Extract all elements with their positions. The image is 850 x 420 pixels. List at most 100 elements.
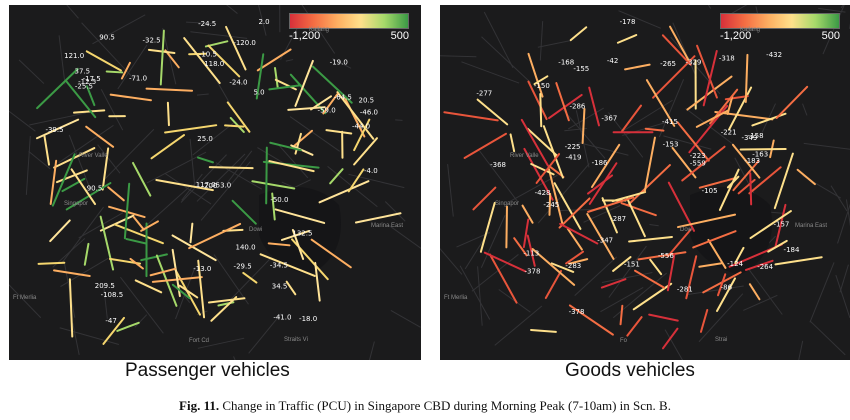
traffic-change-label: -113 <box>523 249 539 257</box>
road-segment <box>542 125 564 179</box>
traffic-change-label: -18.0 <box>299 315 317 323</box>
background-street <box>100 89 124 131</box>
traffic-change-label: 118.0 <box>204 60 224 68</box>
traffic-change-label: -378 <box>569 308 585 316</box>
passenger-color-legend: -1,200 500 <box>289 13 409 42</box>
road-segment <box>600 278 627 289</box>
traffic-change-label: -368 <box>490 161 506 169</box>
background-street <box>461 61 520 84</box>
background-street <box>97 144 121 174</box>
road-segment <box>612 256 632 272</box>
traffic-change-label: 34.5 <box>272 282 288 290</box>
road-segment <box>526 234 536 267</box>
road-segment <box>550 262 575 273</box>
road-segment <box>565 250 585 265</box>
road-segment <box>116 321 140 332</box>
map-label-marina-east: Marina East <box>371 223 404 229</box>
road-segment <box>527 52 544 98</box>
background-street <box>803 142 850 150</box>
background-street <box>196 93 209 96</box>
road-segment <box>715 277 737 312</box>
road-segment <box>699 308 709 333</box>
traffic-change-label: -428 <box>535 189 551 197</box>
background-street <box>658 79 685 138</box>
map-label-kallang: Kallang <box>309 27 330 33</box>
background-street <box>197 337 245 349</box>
road-segment <box>739 148 787 151</box>
road-segment <box>555 82 570 122</box>
road-segment <box>568 258 589 265</box>
map-label-fort: Fo <box>620 338 628 344</box>
background-street <box>28 150 51 170</box>
road-segment <box>513 237 528 257</box>
background-street <box>119 276 164 334</box>
road-segment <box>256 48 292 72</box>
traffic-change-label: -24.0 <box>229 78 247 86</box>
road-segment <box>522 218 530 249</box>
road-segment <box>102 316 126 345</box>
traffic-change-label: -178 <box>620 18 636 26</box>
road-segment <box>661 327 679 350</box>
background-street <box>798 340 804 360</box>
road-segment <box>140 253 168 262</box>
road-segment <box>601 197 618 234</box>
road-segment <box>242 271 258 284</box>
road-segment <box>634 269 666 289</box>
background-street <box>289 116 340 152</box>
road-segment <box>271 192 276 221</box>
traffic-change-label: -286 <box>569 102 585 110</box>
road-segment <box>73 109 106 114</box>
road-segment <box>566 227 583 251</box>
road-segment <box>627 164 671 206</box>
road-segment <box>267 242 291 247</box>
road-segment <box>443 111 499 122</box>
road-segment <box>99 215 115 271</box>
road-segment <box>166 101 170 127</box>
road-segment <box>268 160 315 173</box>
road-segment <box>285 280 297 296</box>
background-street <box>483 11 514 69</box>
road-segment <box>505 205 508 249</box>
road-segment <box>767 239 788 253</box>
traffic-change-label: -265 <box>660 60 676 68</box>
legend-min-label: -1,200 <box>289 30 321 42</box>
traffic-change-label: -25.5 <box>75 83 93 91</box>
road-segment <box>225 25 247 71</box>
road-segment <box>85 50 122 72</box>
traffic-change-label: -556 <box>658 252 674 260</box>
road-segment <box>196 156 214 164</box>
traffic-change-label: -158 <box>748 132 764 140</box>
road-segment <box>559 222 599 245</box>
road-segment <box>251 180 296 190</box>
road-segment <box>183 37 221 84</box>
road-segment <box>269 141 302 152</box>
traffic-change-label: -163 <box>752 151 768 159</box>
road-segment <box>744 53 749 103</box>
road-segment <box>483 251 527 273</box>
traffic-change-label: -17.5 <box>83 75 101 83</box>
road-segment <box>548 192 552 216</box>
background-street <box>103 287 108 319</box>
road-segment <box>632 282 673 311</box>
traffic-change-label: -367 <box>601 114 617 122</box>
background-street <box>578 141 629 156</box>
road-segment <box>796 168 816 186</box>
road-segment <box>535 153 561 184</box>
traffic-change-label: -150 <box>534 82 550 90</box>
traffic-change-label: -53.0 <box>213 182 231 190</box>
background-street <box>196 153 246 202</box>
map-label-river-valley: River Valle <box>510 153 539 159</box>
map-label-kallang: Kallang <box>740 27 761 33</box>
traffic-change-label: -12.5 <box>78 78 96 86</box>
road-segment <box>652 55 696 99</box>
background-street <box>146 151 207 184</box>
road-segment <box>749 172 753 206</box>
traffic-change-label: -41.0 <box>273 313 291 321</box>
traffic-change-label: 90.5 <box>99 34 115 42</box>
road-segment <box>342 94 366 138</box>
background-street <box>68 134 92 193</box>
road-segment <box>548 93 583 120</box>
road-segment <box>509 133 516 153</box>
background-street <box>175 267 196 320</box>
background-street <box>180 154 227 203</box>
